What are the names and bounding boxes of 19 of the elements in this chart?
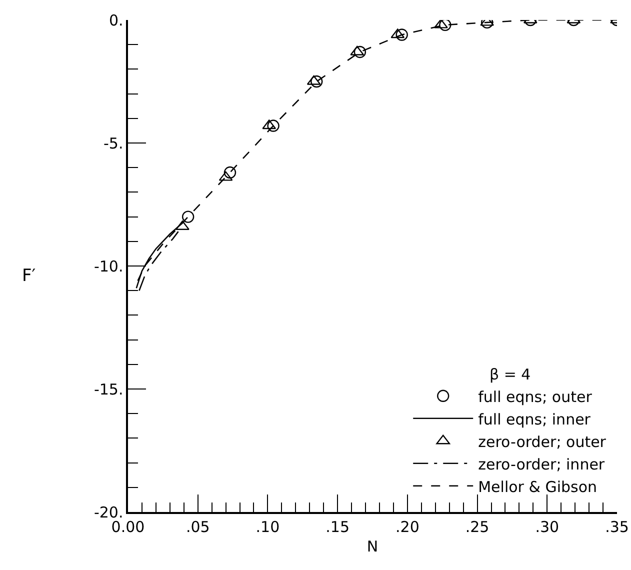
y-tick-label: -10. (94, 257, 124, 276)
x-tick-label: .20 (396, 518, 420, 536)
legend-title: β = 4 (489, 366, 531, 384)
x-tick-label: .30 (535, 518, 560, 536)
y-tick-label: -5. (104, 134, 124, 152)
x-tick-label: .10 (256, 518, 280, 536)
legend-label: full eqns; outer (478, 388, 593, 406)
x-tick-label: .05 (186, 518, 210, 536)
x-tick-label: .15 (326, 518, 350, 536)
x-tick-label: .25 (465, 518, 490, 536)
legend-label: full eqns; inner (478, 410, 592, 428)
x-tick-label: .35 (605, 518, 629, 536)
y-axis-title: F′ (22, 266, 36, 286)
x-axis-title: N (366, 537, 378, 556)
legend-label: zero-order; outer (478, 432, 607, 451)
legend-label: Mellor & Gibson (478, 478, 598, 496)
y-tick-label: -15. (94, 380, 124, 398)
y-tick-label: 0. (108, 11, 124, 30)
legend-label: zero-order; inner (478, 455, 606, 474)
